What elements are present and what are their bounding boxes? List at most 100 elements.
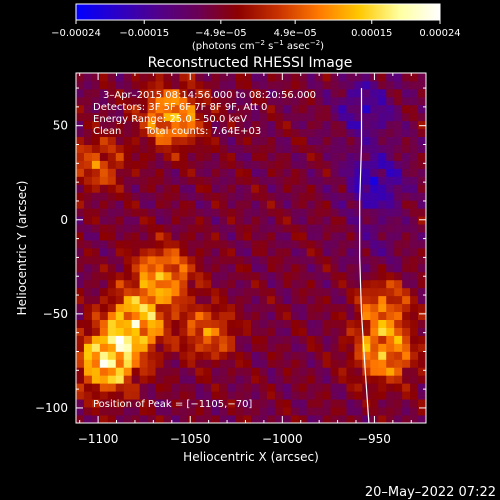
heatmap-cell — [306, 224, 316, 233]
heatmap-cell — [99, 287, 109, 297]
heatmap-cell — [266, 263, 276, 273]
heatmap-cell — [163, 104, 172, 114]
heatmap-cell — [306, 319, 316, 328]
heatmap-cell — [76, 176, 85, 185]
heatmap-cell — [418, 128, 426, 138]
heatmap-cell — [195, 144, 204, 153]
heatmap-cell — [123, 240, 133, 249]
heatmap-cell — [227, 232, 236, 241]
heatmap-cell — [274, 104, 284, 114]
heatmap-cell — [282, 136, 292, 145]
heatmap-cell — [203, 240, 212, 249]
heatmap-cell — [171, 216, 180, 225]
heatmap-cell — [258, 407, 268, 416]
heatmap-cell — [99, 216, 109, 225]
heatmap-cell — [346, 407, 355, 416]
heatmap-cell — [370, 311, 379, 320]
heatmap-cell — [322, 391, 331, 400]
heatmap-cell — [290, 128, 300, 138]
heatmap-cell — [235, 136, 244, 145]
heatmap-cell — [370, 168, 379, 177]
heatmap-cell — [378, 176, 387, 185]
heatmap-cell — [83, 287, 93, 297]
heatmap-cell — [330, 184, 339, 193]
heatmap-cell — [187, 144, 196, 153]
x-axis-label: Heliocentric X (arcsec) — [183, 450, 319, 464]
heatmap-cell — [330, 279, 339, 289]
heatmap-cell — [99, 136, 109, 145]
heatmap-cell — [76, 383, 85, 392]
heatmap-cell — [243, 255, 252, 265]
heatmap-cell — [394, 104, 403, 114]
heatmap-cell — [203, 415, 212, 423]
heatmap-cell — [235, 128, 244, 138]
heatmap-cell — [354, 391, 363, 400]
heatmap-cell — [258, 73, 268, 82]
heatmap-cell — [354, 407, 363, 416]
heatmap-cell — [171, 255, 180, 265]
heatmap-cell — [418, 136, 426, 145]
heatmap-cell — [346, 255, 355, 265]
heatmap-cell — [107, 96, 117, 106]
heatmap-cell — [418, 88, 426, 98]
heatmap-cell — [306, 160, 316, 169]
y-tick-label: −50 — [43, 307, 68, 321]
heatmap-cell — [338, 96, 347, 106]
heatmap-cell — [187, 104, 196, 114]
heatmap-cell — [76, 391, 85, 400]
heatmap-cell — [306, 232, 316, 241]
heatmap-cell — [243, 367, 252, 376]
heatmap-cell — [251, 303, 260, 313]
heatmap-cell — [306, 303, 316, 313]
heatmap-cell — [227, 120, 236, 130]
heatmap-cell — [179, 152, 188, 161]
heatmap-cell — [91, 80, 101, 90]
heatmap-cell — [266, 319, 276, 328]
heatmap-cell — [338, 407, 347, 416]
heatmap-cell — [147, 359, 156, 368]
heatmap-cell — [83, 224, 93, 233]
heatmap-cell — [290, 160, 300, 169]
heatmap-cell — [243, 407, 252, 416]
heatmap-cell — [227, 80, 236, 90]
heatmap-cell — [266, 160, 276, 169]
heatmap-cell — [179, 176, 188, 185]
heatmap-cell — [314, 73, 323, 82]
heatmap-cell — [163, 152, 172, 161]
heatmap-cell — [235, 88, 244, 98]
heatmap-cell — [139, 96, 148, 106]
heatmap-cell — [266, 399, 276, 408]
heatmap-cell — [203, 208, 212, 217]
heatmap-cell — [274, 136, 284, 145]
heatmap-cell — [219, 112, 228, 122]
heatmap-cell — [410, 168, 419, 177]
heatmap-cell — [147, 335, 156, 344]
heatmap-cell — [322, 375, 331, 384]
heatmap-cell — [346, 128, 355, 138]
heatmap-cell — [235, 391, 244, 400]
heatmap-cell — [394, 136, 403, 145]
heatmap-cell — [274, 287, 284, 297]
heatmap-cell — [91, 120, 101, 130]
heatmap-cell — [346, 192, 355, 201]
heatmap-cell — [115, 351, 125, 360]
heatmap-cell — [147, 112, 156, 122]
heatmap-cell — [330, 120, 339, 130]
heatmap-cell — [330, 391, 339, 400]
heatmap-cell — [290, 73, 300, 82]
heatmap-cell — [386, 415, 395, 423]
heatmap-cell — [203, 80, 212, 90]
heatmap-cell — [171, 407, 180, 416]
heatmap-cell — [378, 415, 387, 423]
heatmap-cell — [322, 263, 331, 273]
heatmap-cell — [139, 383, 148, 392]
heatmap-cell — [91, 200, 101, 209]
heatmap-cell — [258, 367, 268, 376]
heatmap-cell — [251, 200, 260, 209]
heatmap-cell — [211, 351, 220, 360]
heatmap-cell — [211, 263, 220, 273]
heatmap-cell — [330, 176, 339, 185]
heatmap-cell — [235, 415, 244, 423]
heatmap-cell — [123, 112, 133, 122]
heatmap-cell — [83, 399, 93, 408]
